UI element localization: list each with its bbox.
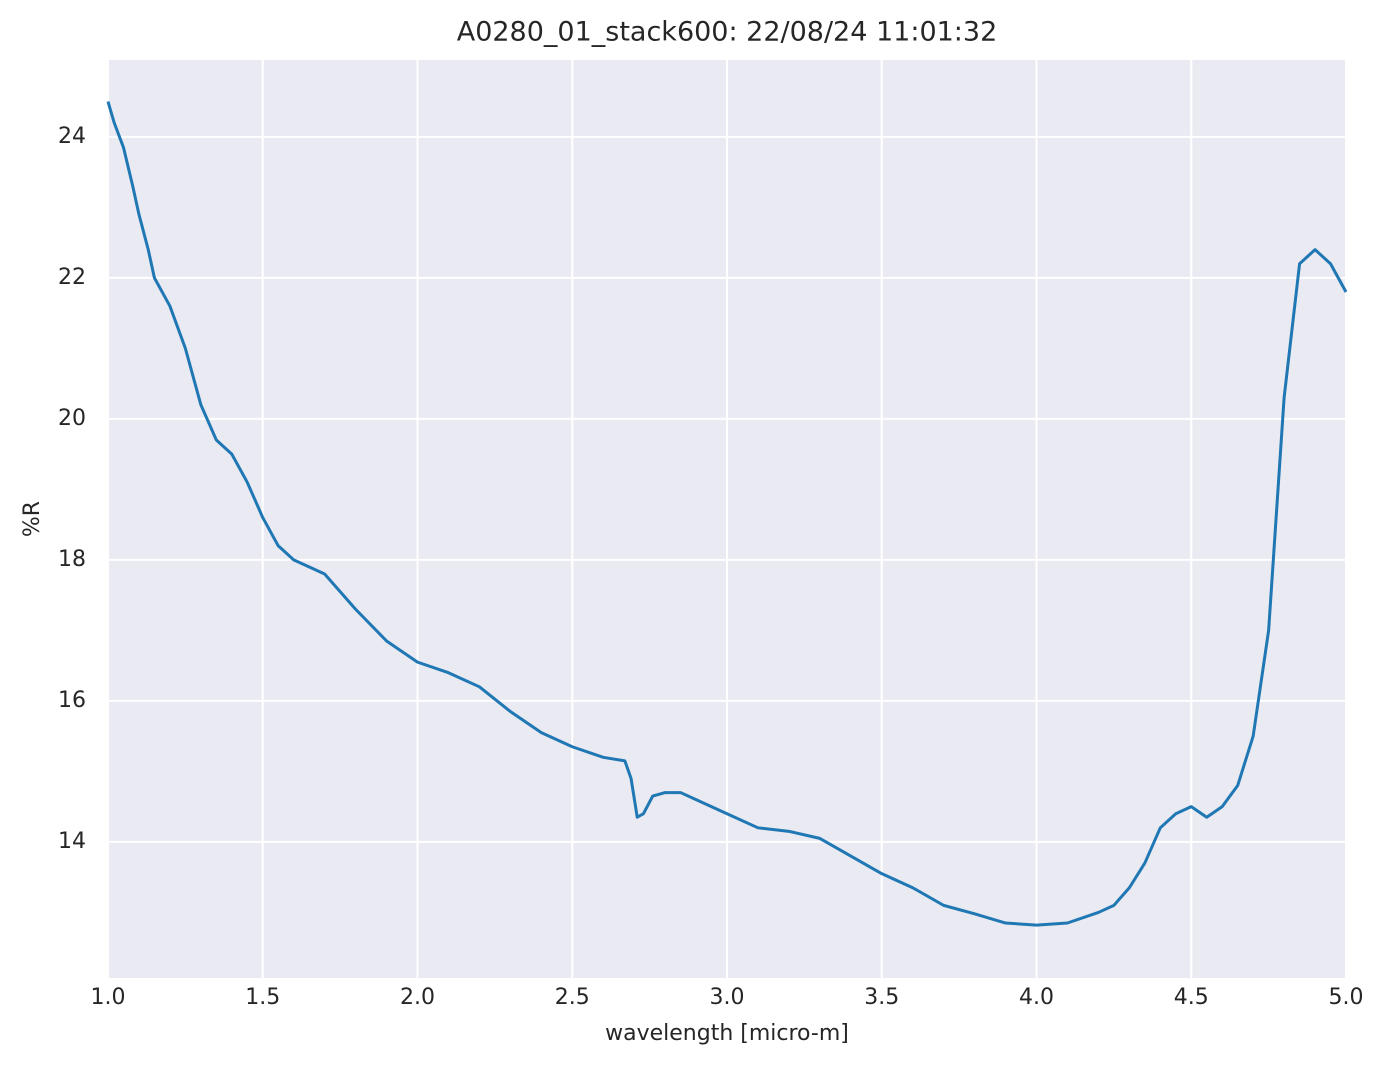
y-axis-label: %R <box>20 501 45 537</box>
y-tick-label: 16 <box>58 688 86 713</box>
x-tick-label: 4.0 <box>1019 985 1054 1010</box>
chart-title: A0280_01_stack600: 22/08/24 11:01:32 <box>457 17 998 48</box>
x-tick-label: 1.5 <box>245 985 280 1010</box>
y-tick-label: 20 <box>58 406 86 431</box>
x-axis-label: wavelength [micro-m] <box>605 1021 849 1046</box>
x-tick-label: 1.0 <box>91 985 126 1010</box>
x-tick-label: 2.0 <box>400 985 435 1010</box>
y-tick-label: 22 <box>58 265 86 290</box>
x-tick-label: 5.0 <box>1329 985 1364 1010</box>
x-tick-label: 4.5 <box>1174 985 1209 1010</box>
y-tick-label: 18 <box>58 547 86 572</box>
x-tick-label: 2.5 <box>555 985 590 1010</box>
data-line <box>106 101 1348 927</box>
y-tick-label: 24 <box>58 124 86 149</box>
y-tick-label: 14 <box>58 829 86 854</box>
x-tick-label: 3.5 <box>864 985 899 1010</box>
x-tick-label: 3.0 <box>710 985 745 1010</box>
